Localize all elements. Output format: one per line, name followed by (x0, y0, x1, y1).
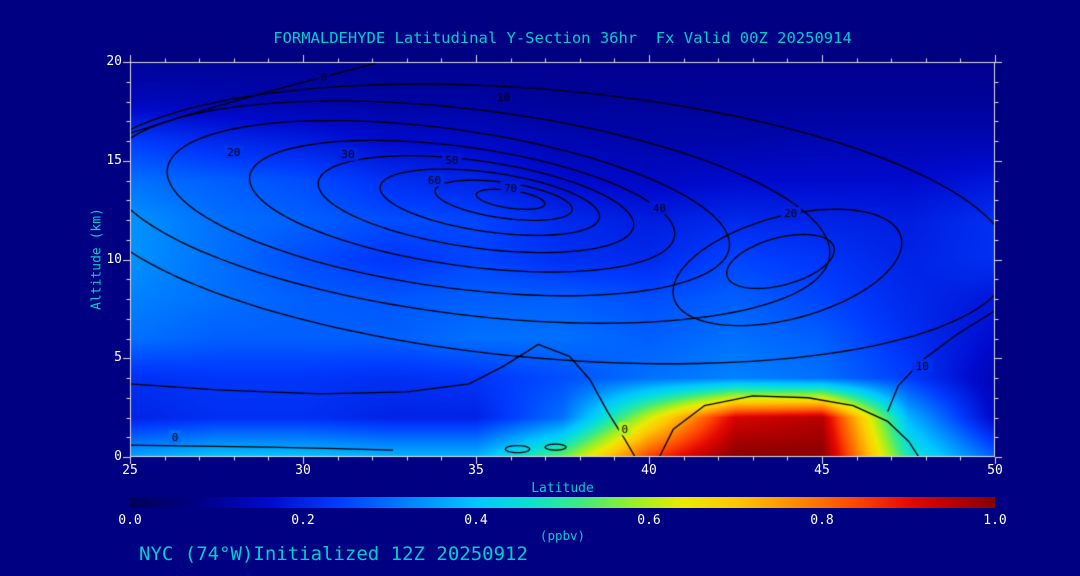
run-info-text: NYC (74°W)Initialized 12Z 20250912 (139, 543, 528, 565)
x-tick-label: 45 (814, 463, 830, 478)
x-tick-label: 50 (987, 463, 1003, 478)
y-tick-label: 0 (114, 449, 122, 464)
y-tick-label: 10 (106, 251, 122, 267)
y-tick-label: 5 (114, 350, 122, 366)
colorbar-tick-label: 0.2 (291, 513, 315, 528)
y-tick-label: 20 (106, 54, 122, 69)
colorbar-tick-label: 0.8 (810, 513, 834, 528)
x-tick-label: 40 (641, 463, 657, 478)
colorbar-unit-label: (ppbv) (539, 528, 586, 543)
colorbar-tick-label: 0.0 (118, 513, 142, 528)
chart-title: FORMALDEHYDE Latitudinal Y-Section 36hr … (273, 29, 852, 47)
heatmap-plot-canvas (120, 52, 1005, 467)
y-tick-label: 15 (106, 152, 122, 168)
x-tick-label: 35 (468, 463, 484, 478)
colorbar-canvas (130, 497, 995, 508)
x-axis-label: Latitude (531, 481, 594, 496)
colorbar-tick-label: 0.6 (637, 513, 661, 528)
x-tick-label: 30 (295, 463, 311, 478)
colorbar-tick-label: 0.4 (464, 513, 488, 528)
colorbar-tick-label: 1.0 (983, 513, 1007, 528)
x-tick-label: 25 (122, 463, 138, 478)
